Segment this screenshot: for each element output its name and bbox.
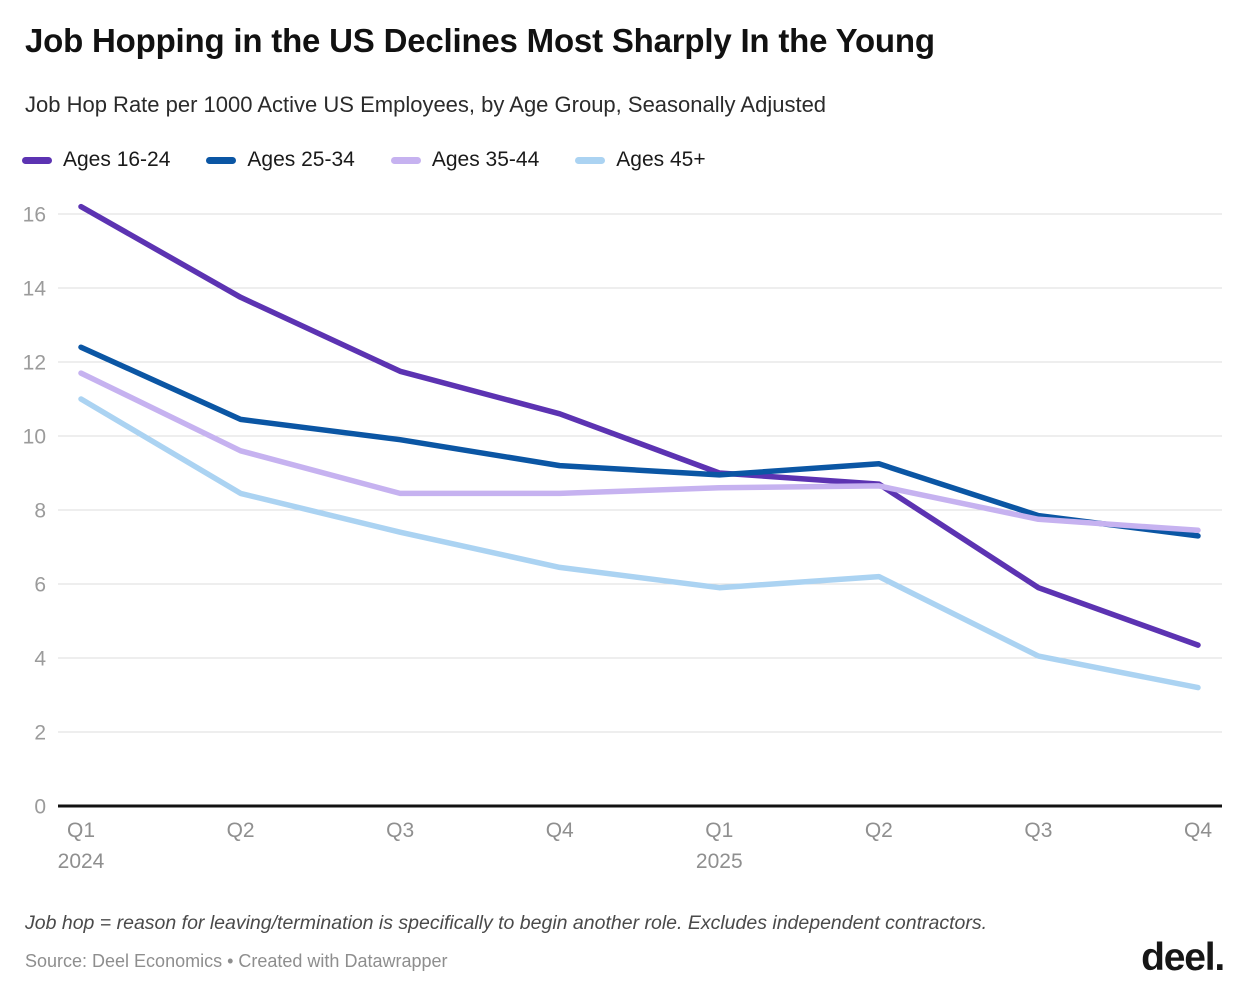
series-line-ages-35-44: [78, 370, 1201, 534]
y-axis-tick-label: 6: [34, 574, 46, 597]
legend-item-ages-16-24: Ages 16-24: [22, 148, 170, 172]
y-axis-tick-label: 10: [23, 426, 46, 449]
y-axis-tick-label: 14: [23, 278, 47, 301]
series-line-ages-45: [78, 396, 1201, 691]
series-line-ages-25-34: [78, 344, 1201, 539]
legend-item-ages-25-34: Ages 25-34: [206, 148, 355, 172]
x-axis-year-label: 2024: [58, 850, 105, 873]
legend-swatch: [22, 156, 52, 164]
legend-swatch: [206, 156, 237, 164]
x-axis-tick-label: Q2: [865, 819, 893, 842]
x-axis-tick-label: Q3: [1024, 819, 1052, 842]
y-axis-tick-label: 12: [23, 352, 46, 375]
legend-label: Ages 16-24: [63, 148, 171, 171]
y-axis-tick-label: 2: [34, 722, 46, 745]
y-axis-tick-label: 4: [34, 648, 46, 671]
x-axis-tick-label: Q3: [386, 819, 414, 842]
legend-swatch: [390, 156, 421, 164]
chart-title: Job Hopping in the US Declines Most Shar…: [25, 22, 935, 59]
series-line-ages-16-24: [78, 203, 1201, 648]
legend-item-ages-35-44: Ages 35-44: [390, 148, 540, 172]
x-axis-tick-label: Q1: [67, 819, 95, 842]
chart-subtitle: Job Hop Rate per 1000 Active US Employee…: [25, 92, 827, 117]
x-axis-tick-label: Q1: [705, 819, 733, 842]
chart-area: 0 2 4 6 8 10 12 14 16 Q1 2024 Q2 Q3 Q4 Q1 2025 Q2 Q3 Q4: [0, 190, 1240, 890]
y-axis-tick-label: 8: [34, 500, 46, 523]
deel-logo: deel.: [1141, 936, 1225, 979]
legend-item-ages-45: Ages 45+: [575, 148, 706, 172]
chart-legend: Ages 16-24 Ages 25-34 Ages 35-44 Ages 45+: [22, 148, 706, 172]
y-axis-tick-label: 0: [34, 796, 46, 819]
x-axis-tick-label: Q4: [546, 819, 574, 842]
y-axis-tick-label: 16: [23, 204, 46, 227]
chart-footnote: Job hop = reason for leaving/termination…: [25, 912, 988, 934]
x-axis-year-label: 2025: [696, 850, 743, 873]
x-axis-tick-label: Q2: [227, 819, 255, 842]
legend-label: Ages 35-44: [431, 148, 540, 171]
x-axis-tick-label: Q4: [1184, 819, 1212, 842]
legend-label: Ages 45+: [616, 148, 706, 171]
line-chart: 0 2 4 6 8 10 12 14 16 Q1 2024 Q2 Q3 Q4 Q1 2025 Q2 Q3 Q4: [23, 203, 1222, 873]
legend-swatch: [575, 156, 606, 164]
legend-label: Ages 25-34: [247, 148, 355, 171]
source-attribution: Source: Deel Economics • Created with Da…: [25, 951, 448, 971]
